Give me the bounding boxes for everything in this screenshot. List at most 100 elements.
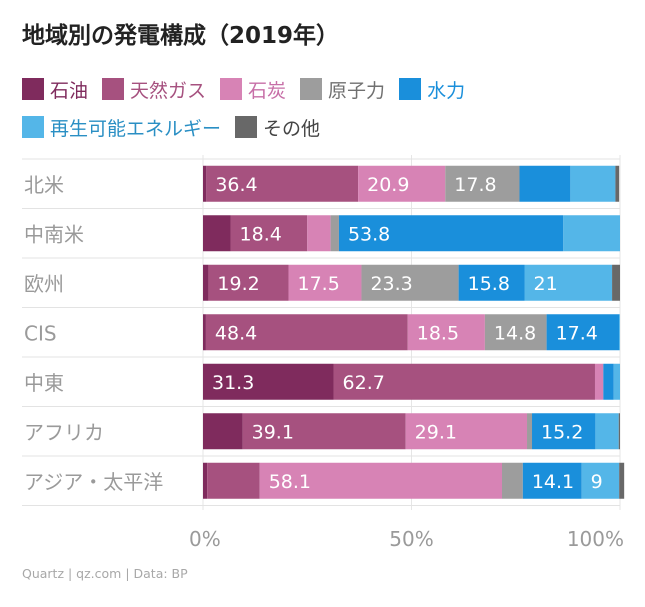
- bar-segment: [458, 264, 525, 301]
- bar-segment: [208, 264, 289, 301]
- data-label: 19.2: [217, 273, 259, 295]
- bar-segment: [594, 363, 604, 400]
- bar-segment: [288, 264, 362, 301]
- bar-segment: [206, 165, 359, 202]
- bar-segment: [546, 314, 620, 351]
- row-label: 欧州: [24, 272, 64, 296]
- x-tick-label: 0%: [189, 527, 221, 551]
- bar-segment: [259, 462, 502, 499]
- bar-segment: [612, 264, 620, 301]
- bar-segment: [207, 462, 260, 499]
- legend-item-hydro: 水力: [399, 76, 465, 103]
- legend-swatch: [102, 78, 125, 100]
- bar-segment: [595, 413, 619, 450]
- bar-segment: [203, 215, 231, 252]
- legend-label: その他: [263, 117, 321, 140]
- legend-swatch: [22, 78, 44, 100]
- x-tick-label: 50%: [389, 527, 433, 551]
- data-label: 15.8: [468, 273, 510, 295]
- row-label: 中東: [24, 371, 64, 395]
- data-label: 18.5: [417, 322, 459, 344]
- source-credit: Quartz | qz.com | Data: BP: [22, 566, 188, 581]
- bar-segment: [522, 462, 582, 499]
- row-label: 中南米: [24, 222, 84, 246]
- bar-segment: [445, 165, 520, 202]
- bar-segment: [405, 413, 528, 450]
- data-label: 31.3: [212, 372, 254, 394]
- data-label: 14.8: [494, 322, 536, 344]
- data-label: 9: [591, 471, 603, 493]
- bar-segment: [563, 215, 620, 252]
- bar-segment: [532, 413, 596, 450]
- legend-row: 再生可能エネルギー その他: [22, 108, 622, 146]
- bar-segment: [501, 462, 523, 499]
- bar-segment: [581, 462, 620, 499]
- row-label: CIS: [24, 321, 57, 345]
- bar-segment: [358, 165, 446, 202]
- legend-swatch: [220, 78, 243, 100]
- bar-segment: [615, 165, 620, 202]
- bar-segment: [205, 314, 408, 351]
- data-label: 15.2: [541, 421, 583, 443]
- bar-segment: [524, 264, 613, 301]
- bar-segment: [338, 215, 564, 252]
- bar-segment: [203, 264, 209, 301]
- bar-segment: [203, 363, 334, 400]
- legend-label: 原子力: [328, 79, 386, 102]
- data-label: 21: [534, 273, 558, 295]
- bar-segment: [618, 413, 620, 450]
- data-label: 17.4: [556, 322, 598, 344]
- legend-item-coal: 石炭: [220, 76, 286, 103]
- data-label: 17.8: [454, 174, 496, 196]
- row-label: 北米: [24, 173, 64, 197]
- x-tick-label: 100%: [567, 527, 624, 551]
- bar-segment: [527, 413, 533, 450]
- bar-segment: [203, 314, 206, 351]
- data-label: 18.4: [240, 223, 282, 245]
- legend-item-gas: 天然ガス: [102, 76, 206, 103]
- bar-segment: [519, 165, 571, 202]
- bar-segment: [203, 462, 208, 499]
- data-label: 20.9: [367, 174, 409, 196]
- data-label: 48.4: [215, 322, 257, 344]
- legend-label: 石油: [50, 79, 89, 102]
- chart-title: 地域別の発電構成（2019年）: [22, 23, 340, 49]
- bar-segment: [603, 363, 614, 400]
- legend-swatch: [235, 116, 258, 138]
- bar-segment: [307, 215, 331, 252]
- data-label: 23.3: [370, 273, 412, 295]
- bar-segment: [242, 413, 406, 450]
- bar-segment: [484, 314, 547, 351]
- bar-segment: [203, 413, 243, 450]
- legend-swatch: [399, 78, 422, 100]
- legend-item-other: その他: [235, 114, 320, 141]
- legend-label: 石炭: [248, 79, 287, 102]
- legend-label: 水力: [427, 79, 466, 102]
- row-label: アフリカ: [24, 420, 104, 444]
- legend-swatch: [300, 78, 323, 100]
- bar-segment: [361, 264, 459, 301]
- data-label: 36.4: [215, 174, 257, 196]
- legend-row: 石油 天然ガス 石炭 原子力 水力: [22, 70, 622, 108]
- data-label: 53.8: [348, 223, 390, 245]
- bar-segment: [230, 215, 308, 252]
- row-label: アジア・太平洋: [24, 470, 163, 494]
- legend-item-nuclear: 原子力: [300, 76, 385, 103]
- legend: 石油 天然ガス 石炭 原子力 水力 再生可能エネルギー その他: [22, 70, 622, 146]
- bar-segment: [407, 314, 485, 351]
- bar-segment: [203, 165, 207, 202]
- data-label: 14.1: [532, 471, 574, 493]
- bar-segment: [570, 165, 616, 202]
- legend-item-renewables: 再生可能エネルギー: [22, 114, 221, 141]
- legend-label: 天然ガス: [130, 79, 207, 102]
- data-label: 39.1: [252, 421, 294, 443]
- legend-swatch: [22, 116, 44, 138]
- data-label: 29.1: [415, 421, 457, 443]
- bar-segment: [619, 462, 625, 499]
- legend-label: 再生可能エネルギー: [50, 117, 222, 140]
- data-label: 62.7: [343, 372, 385, 394]
- bar-segment: [619, 314, 620, 351]
- bar-segment: [330, 215, 339, 252]
- bar-segment: [613, 363, 620, 400]
